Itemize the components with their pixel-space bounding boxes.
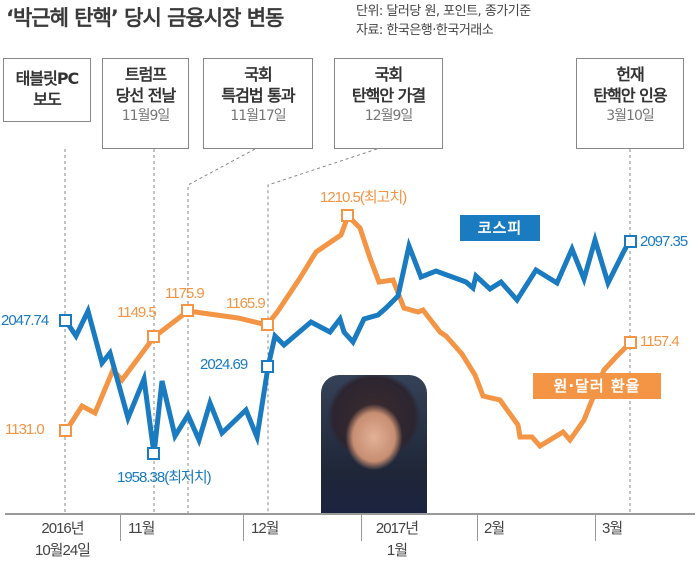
x-label-2016-oct24: 2016년 10월24일 bbox=[35, 520, 91, 559]
x-label-mar: 3월 bbox=[602, 520, 623, 537]
krw-dec9-label: 1165.9 bbox=[226, 295, 266, 312]
krw-nov9-label: 1149.5 bbox=[117, 304, 157, 321]
krw-start-label: 1131.0 bbox=[5, 421, 45, 438]
unit-source-note: 단위: 달러당 원, 포인트, 종가기준 자료: 한국은행·한국거래소 bbox=[356, 2, 531, 40]
krw-max-label: 1210.5(최고치) bbox=[320, 189, 407, 206]
kospi-dec9-label: 2024.69 bbox=[200, 356, 248, 373]
source-note: 자료: 한국은행·한국거래소 bbox=[356, 23, 494, 38]
x-tick bbox=[361, 515, 362, 541]
x-tick bbox=[595, 515, 596, 541]
krw-series-tag: 원·달러 환율 bbox=[533, 373, 661, 399]
x-tick bbox=[120, 515, 121, 541]
x-label-dec: 12월 bbox=[251, 520, 279, 537]
event-box-impeachment-vote: 국회 탄핵안 가결 12월9일 bbox=[334, 58, 443, 149]
x-tick bbox=[243, 515, 244, 541]
kospi-end-label: 2097.35 bbox=[640, 233, 688, 250]
unit-note: 단위: 달러당 원, 포인트, 종가기준 bbox=[356, 4, 531, 19]
event-box-tablet-pc: 태블릿PC 보도 bbox=[3, 58, 91, 122]
x-label-2017-jan: 2017년 1월 bbox=[375, 520, 419, 559]
event-box-court-ruling: 헌재 탄핵안 인용 3월10일 bbox=[576, 58, 684, 149]
krw-nov17-label: 1175.9 bbox=[165, 285, 205, 302]
x-tick bbox=[477, 515, 478, 541]
x-label-nov: 11월 bbox=[128, 520, 155, 537]
kospi-line bbox=[63, 231, 633, 455]
chart-title: ‘박근혜 탄핵’ 당시 금융시장 변동 bbox=[6, 6, 284, 30]
kospi-min-label: 1958.38(최저치) bbox=[117, 469, 212, 486]
x-axis bbox=[5, 513, 695, 515]
park-geun-hye-photo bbox=[321, 375, 427, 513]
event-box-trump: 트럼프 당선 전날 11월9일 bbox=[102, 58, 189, 149]
kospi-start-label: 2047.74 bbox=[1, 312, 49, 329]
kospi-series-tag: 코스피 bbox=[460, 215, 540, 241]
x-label-feb: 2월 bbox=[484, 520, 505, 537]
krw-end-label: 1157.4 bbox=[640, 333, 680, 350]
event-box-special-prosecutor: 국회 특검법 통과 11월17일 bbox=[203, 58, 313, 149]
